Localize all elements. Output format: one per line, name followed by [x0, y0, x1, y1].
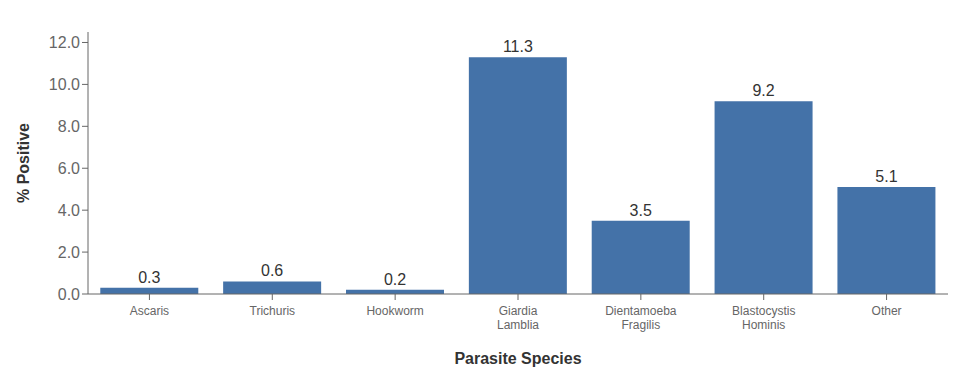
svg-text:Other: Other [872, 304, 902, 318]
svg-text:9.2: 9.2 [752, 82, 774, 99]
svg-text:12.0: 12.0 [49, 34, 80, 51]
svg-text:BlastocystisHominis: BlastocystisHominis [732, 304, 795, 332]
svg-text:GiardiaLamblia: GiardiaLamblia [497, 304, 539, 332]
svg-text:0.6: 0.6 [261, 262, 283, 279]
svg-text:Trichuris: Trichuris [250, 304, 296, 318]
svg-text:Hookworm: Hookworm [366, 304, 423, 318]
svg-text:0.3: 0.3 [138, 269, 160, 286]
svg-text:4.0: 4.0 [58, 202, 80, 219]
svg-text:DientamoebaFragilis: DientamoebaFragilis [605, 304, 677, 332]
svg-text:Ascaris: Ascaris [130, 304, 169, 318]
svg-text:0.2: 0.2 [384, 271, 406, 288]
svg-text:5.1: 5.1 [875, 168, 897, 185]
svg-text:8.0: 8.0 [58, 118, 80, 135]
svg-text:2.0: 2.0 [58, 244, 80, 261]
svg-text:11.3: 11.3 [503, 38, 533, 55]
svg-text:% Positive: % Positive [15, 123, 32, 203]
svg-text:3.5: 3.5 [630, 202, 652, 219]
svg-text:Parasite Species: Parasite Species [454, 350, 581, 367]
svg-text:0.0: 0.0 [58, 286, 80, 303]
svg-text:6.0: 6.0 [58, 160, 80, 177]
svg-text:10.0: 10.0 [49, 76, 80, 93]
